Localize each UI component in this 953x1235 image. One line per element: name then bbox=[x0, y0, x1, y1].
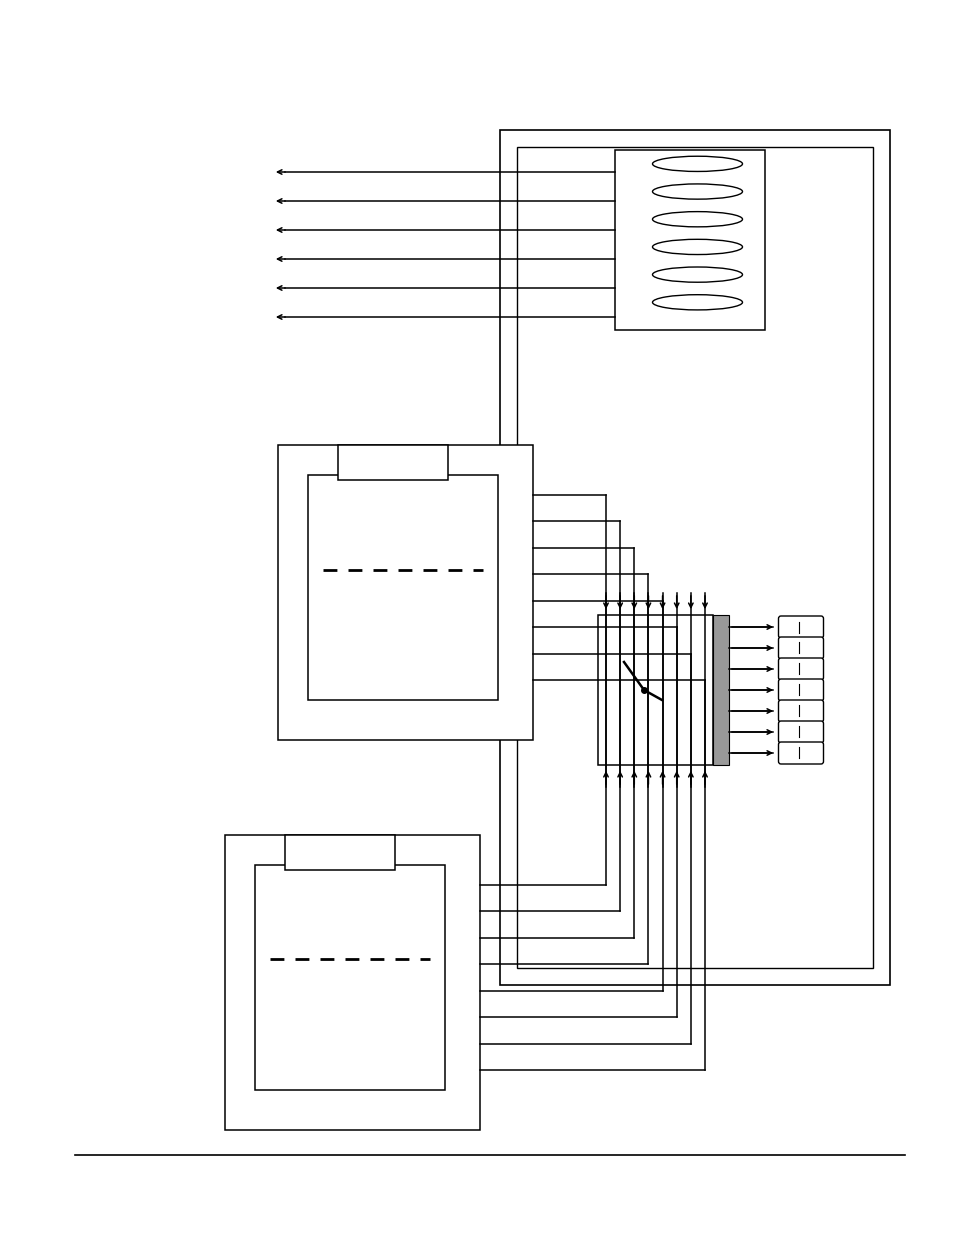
Ellipse shape bbox=[652, 211, 741, 227]
Bar bbox=[254, 864, 444, 1091]
Ellipse shape bbox=[652, 267, 741, 283]
FancyBboxPatch shape bbox=[778, 616, 822, 638]
Bar bbox=[225, 835, 479, 1130]
Bar bbox=[499, 130, 889, 986]
Bar bbox=[337, 445, 448, 480]
Bar bbox=[517, 147, 872, 968]
Bar bbox=[308, 475, 497, 700]
Bar bbox=[615, 149, 764, 330]
FancyBboxPatch shape bbox=[778, 742, 822, 764]
FancyBboxPatch shape bbox=[778, 700, 822, 722]
FancyBboxPatch shape bbox=[778, 637, 822, 659]
Bar bbox=[712, 615, 728, 764]
FancyBboxPatch shape bbox=[778, 679, 822, 701]
Bar bbox=[285, 835, 395, 869]
FancyBboxPatch shape bbox=[778, 658, 822, 680]
FancyBboxPatch shape bbox=[778, 721, 822, 743]
Bar bbox=[277, 445, 533, 740]
Ellipse shape bbox=[652, 240, 741, 254]
Ellipse shape bbox=[652, 295, 741, 310]
Ellipse shape bbox=[652, 184, 741, 199]
Bar bbox=[598, 615, 712, 764]
Ellipse shape bbox=[652, 157, 741, 172]
